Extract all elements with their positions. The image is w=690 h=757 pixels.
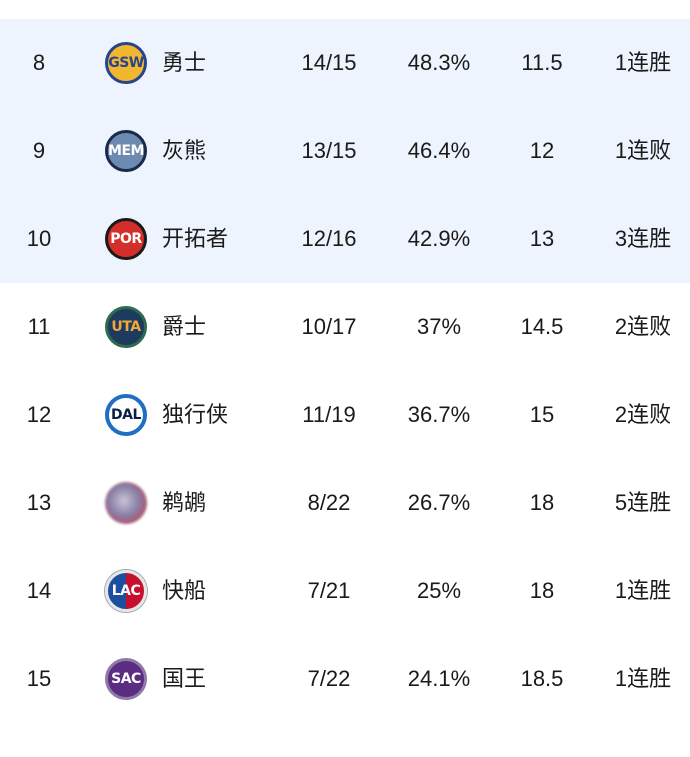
streak: 1连胜 <box>614 578 672 603</box>
games-behind: 12 <box>529 138 555 163</box>
logo-text: MEM <box>108 143 144 159</box>
streak: 3连胜 <box>614 226 672 251</box>
team-name: 灰熊 <box>162 138 207 163</box>
logo-text: GSW <box>108 55 144 71</box>
mavericks-logo-icon: DAL <box>105 394 147 436</box>
team-name: 鹈鹕 <box>162 490 207 515</box>
streak: 1连胜 <box>614 666 672 691</box>
rank: 15 <box>26 666 52 691</box>
grizzlies-logo-icon: MEM <box>105 130 147 172</box>
logo-text: UTA <box>111 319 141 335</box>
games-behind: 14.5 <box>520 314 564 339</box>
win-percentage: 24.1% <box>407 666 471 691</box>
games-behind: 13 <box>529 226 555 251</box>
table-row[interactable]: 14 LAC 快船 7/21 25% 18 1连胜 <box>0 547 690 635</box>
win-percentage: 42.9% <box>407 226 471 251</box>
rank: 10 <box>26 226 52 251</box>
logo-text: POR <box>110 231 142 247</box>
win-loss-record: 11/19 <box>302 402 356 427</box>
win-percentage: 37% <box>416 314 462 339</box>
logo-text: DAL <box>111 407 141 423</box>
streak: 5连胜 <box>614 490 672 515</box>
standings-table: 8 GSW 勇士 14/15 48.3% 11.5 1连胜 9 MEM 灰熊 1… <box>0 19 690 723</box>
win-loss-record: 7/21 <box>307 578 351 603</box>
win-percentage: 25% <box>416 578 462 603</box>
win-percentage: 46.4% <box>407 138 471 163</box>
rank: 8 <box>32 50 46 75</box>
win-percentage: 36.7% <box>407 402 471 427</box>
win-loss-record: 12/16 <box>301 226 357 251</box>
team-name: 开拓者 <box>162 226 229 251</box>
games-behind: 18 <box>529 490 555 515</box>
team-name: 快船 <box>162 578 207 603</box>
games-behind: 15 <box>529 402 555 427</box>
table-row[interactable]: 13 鹈鹕 8/22 26.7% 18 5连胜 <box>0 459 690 547</box>
kings-logo-icon: SAC <box>105 658 147 700</box>
rank: 12 <box>26 402 52 427</box>
rank: 11 <box>27 314 51 339</box>
table-row[interactable]: 15 SAC 国王 7/22 24.1% 18.5 1连胜 <box>0 635 690 723</box>
warriors-logo-icon: GSW <box>105 42 147 84</box>
table-row[interactable]: 10 POR 开拓者 12/16 42.9% 13 3连胜 <box>0 195 690 283</box>
pelicans-logo-icon <box>105 482 147 524</box>
win-loss-record: 10/17 <box>301 314 357 339</box>
rank: 9 <box>32 138 46 163</box>
streak: 1连胜 <box>614 50 672 75</box>
logo-text: SAC <box>111 671 141 687</box>
win-loss-record: 14/15 <box>301 50 357 75</box>
rank: 14 <box>26 578 52 603</box>
team-name: 爵士 <box>162 314 207 339</box>
rank: 13 <box>26 490 52 515</box>
table-row[interactable]: 9 MEM 灰熊 13/15 46.4% 12 1连败 <box>0 107 690 195</box>
team-name: 勇士 <box>162 50 207 75</box>
jazz-logo-icon: UTA <box>105 306 147 348</box>
trail-blazers-logo-icon: POR <box>105 218 147 260</box>
team-name: 国王 <box>162 666 207 691</box>
logo-text: LAC <box>111 583 141 599</box>
win-loss-record: 7/22 <box>307 666 351 691</box>
games-behind: 18.5 <box>520 666 564 691</box>
games-behind: 11.5 <box>521 50 563 75</box>
table-row[interactable]: 11 UTA 爵士 10/17 37% 14.5 2连败 <box>0 283 690 371</box>
win-loss-record: 13/15 <box>301 138 357 163</box>
table-row[interactable]: 8 GSW 勇士 14/15 48.3% 11.5 1连胜 <box>0 19 690 107</box>
games-behind: 18 <box>529 578 555 603</box>
streak: 2连败 <box>614 402 672 427</box>
team-name: 独行侠 <box>162 402 229 427</box>
streak: 1连败 <box>614 138 672 163</box>
clippers-logo-icon: LAC <box>105 570 147 612</box>
table-row[interactable]: 12 DAL 独行侠 11/19 36.7% 15 2连败 <box>0 371 690 459</box>
win-percentage: 26.7% <box>407 490 471 515</box>
streak: 2连败 <box>614 314 672 339</box>
win-loss-record: 8/22 <box>307 490 351 515</box>
win-percentage: 48.3% <box>407 50 471 75</box>
